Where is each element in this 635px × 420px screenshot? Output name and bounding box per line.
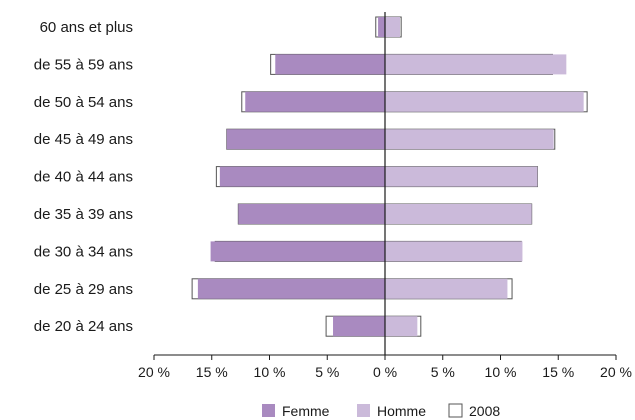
series-current-bars [197, 17, 584, 337]
legend-label: Femme [282, 403, 330, 419]
bar-homme [385, 129, 554, 150]
bar-femme [238, 204, 385, 224]
x-tick-label: 0 % [373, 364, 397, 380]
bar-homme [385, 316, 418, 337]
category-label: de 40 à 44 ans [34, 169, 133, 186]
bar-homme [385, 278, 508, 299]
bar-femme [210, 241, 385, 262]
legend-swatch [357, 404, 370, 417]
x-tick-label: 5 % [431, 364, 455, 380]
x-tick-label: 15 % [196, 364, 228, 380]
bar-homme [385, 54, 567, 75]
x-axis: 20 % 15 % 10 % 5 % 0 % 5 % 10 % 15 % 20 % [138, 354, 632, 380]
category-label: de 35 à 39 ans [34, 206, 133, 223]
legend-swatch [262, 404, 275, 417]
bar-homme [385, 204, 532, 224]
x-tick-label: 10 % [485, 364, 517, 380]
bar-homme [385, 17, 401, 37]
legend: Femme Homme 2008 [262, 403, 500, 419]
bar-homme [385, 91, 584, 112]
category-label: de 30 à 34 ans [34, 243, 133, 260]
bar-homme [385, 166, 538, 187]
bar-femme [275, 54, 385, 75]
x-tick-label: 5 % [315, 364, 339, 380]
legend-label: Homme [377, 403, 426, 419]
category-label: de 55 à 59 ans [34, 56, 133, 73]
bar-femme [197, 278, 385, 299]
bar-femme [378, 17, 385, 37]
x-tick-label: 10 % [254, 364, 286, 380]
category-label: de 45 à 49 ans [34, 131, 133, 148]
category-label: de 25 à 29 ans [34, 281, 133, 298]
x-tick-label: 15 % [542, 364, 574, 380]
bar-femme [333, 316, 385, 337]
category-label: de 20 à 24 ans [34, 318, 133, 335]
bar-homme [385, 241, 523, 262]
x-tick-label: 20 % [138, 364, 170, 380]
x-tick-label: 20 % [600, 364, 632, 380]
category-label: de 50 à 54 ans [34, 94, 133, 111]
bar-femme [226, 129, 385, 150]
category-label: 60 ans et plus [40, 19, 133, 36]
legend-swatch [448, 403, 463, 418]
bar-femme [219, 166, 385, 187]
category-labels: 60 ans et plus de 55 à 59 ans de 50 à 54 a… [34, 19, 133, 335]
legend-label: 2008 [469, 403, 500, 419]
bar-femme [245, 91, 385, 112]
